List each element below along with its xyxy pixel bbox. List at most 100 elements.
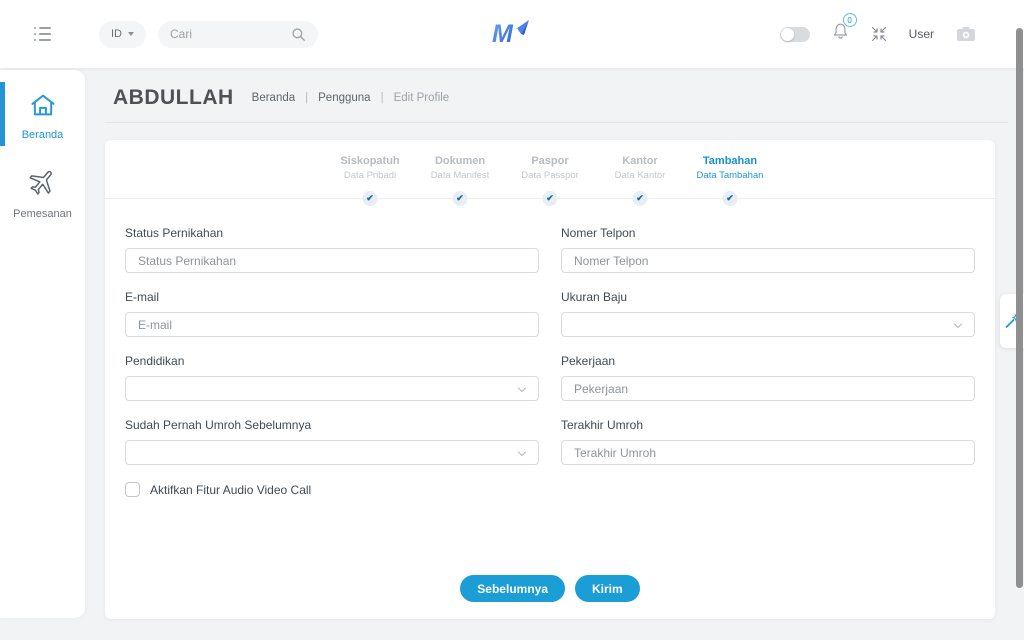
- checkbox-label: Aktifkan Fitur Audio Video Call: [150, 482, 312, 497]
- fullscreen-exit-icon[interactable]: [871, 26, 887, 42]
- main-content: ABDULLAH Beranda | Pengguna | Edit Profi…: [85, 68, 1024, 640]
- field-email: E-mail: [125, 290, 539, 337]
- field-pekerjaan: Pekerjaan: [561, 354, 975, 401]
- check-icon: ✔: [452, 191, 468, 206]
- chevron-down-icon: [953, 319, 963, 329]
- tab-subtitle: Data Pribadi: [343, 170, 397, 181]
- tab-title: Dokumen: [434, 155, 486, 167]
- language-label: ID: [111, 28, 122, 40]
- check-icon: ✔: [362, 191, 378, 206]
- field-label: Terakhir Umroh: [561, 418, 644, 432]
- field-label: Pekerjaan: [561, 354, 616, 368]
- user-menu[interactable]: User: [908, 27, 934, 41]
- language-dropdown[interactable]: ID: [99, 20, 146, 48]
- menu-line: [39, 27, 51, 29]
- topbar-actions: 0 User: [779, 13, 976, 46]
- sidebar-item-label: Beranda: [21, 129, 64, 141]
- topbar: ID M: [0, 0, 1024, 68]
- sidebar-item-pemesanan[interactable]: Pemesanan: [0, 141, 85, 220]
- audio-video-call-checkbox[interactable]: [125, 482, 140, 497]
- search-box[interactable]: [158, 20, 318, 48]
- field-ukuran-baju: Ukuran Baju: [561, 290, 975, 337]
- menu-icon[interactable]: [34, 27, 51, 41]
- search-input[interactable]: [170, 27, 291, 41]
- search-icon[interactable]: [291, 27, 306, 42]
- toggle-knob: [780, 27, 794, 41]
- sidebar: Beranda Pemesanan: [0, 70, 85, 618]
- breadcrumb-separator: |: [380, 92, 384, 104]
- tab-title: Tambahan: [702, 155, 758, 167]
- tab-subtitle: Data Passpor: [521, 170, 579, 181]
- home-icon: [31, 94, 54, 116]
- bell-icon: [833, 23, 847, 39]
- menu-dot: [34, 33, 36, 35]
- toggle-switch[interactable]: [779, 26, 810, 42]
- tab-subtitle: Data Manifest: [430, 170, 490, 181]
- active-indicator: [0, 82, 5, 146]
- check-icon: ✔: [722, 191, 738, 206]
- tab-siskopatuh[interactable]: Siskopatuh Data Pribadi ✔: [325, 155, 415, 206]
- tab-subtitle: Data Kantor: [614, 170, 666, 181]
- tab-dokumen[interactable]: Dokumen Data Manifest ✔: [415, 155, 505, 206]
- svg-text:M: M: [492, 20, 514, 48]
- page-header: ABDULLAH Beranda | Pengguna | Edit Profi…: [105, 68, 1008, 122]
- tab-tambahan[interactable]: Tambahan Data Tambahan ✔: [685, 155, 775, 206]
- nomer-telpon-input[interactable]: [561, 248, 975, 273]
- tab-paspor[interactable]: Paspor Data Passpor ✔: [505, 155, 595, 206]
- tab-subtitle: Data Tambahan: [696, 170, 764, 181]
- notifications-button[interactable]: 0: [832, 13, 857, 46]
- scrollbar[interactable]: [1016, 28, 1023, 588]
- field-label: Nomer Telpon: [561, 226, 636, 240]
- submit-button[interactable]: Kirim: [575, 575, 640, 602]
- sudah-pernah-umroh-select[interactable]: [125, 440, 539, 465]
- sidebar-item-label: Pemesanan: [13, 208, 72, 220]
- terakhir-umroh-input[interactable]: [561, 440, 975, 465]
- notification-badge: 0: [842, 13, 857, 27]
- menu-dot: [34, 27, 36, 29]
- stepper: Siskopatuh Data Pribadi ✔ Dokumen Data M…: [105, 140, 995, 206]
- tab-title: Kantor: [622, 155, 658, 167]
- menu-dot: [34, 39, 36, 41]
- chevron-down-icon: [517, 383, 527, 393]
- chevron-down-icon: [517, 447, 527, 457]
- field-status-pernikahan: Status Pernikahan: [125, 226, 539, 273]
- email-input[interactable]: [125, 312, 539, 337]
- page-title: ABDULLAH: [113, 86, 234, 109]
- field-label: Status Pernikahan: [125, 226, 224, 240]
- breadcrumb: Beranda | Pengguna | Edit Profile: [252, 92, 450, 104]
- edit-profile-form: Status Pernikahan Nomer Telpon E-mail Uk…: [105, 226, 995, 465]
- pendidikan-select[interactable]: [125, 376, 539, 401]
- plane-icon: [28, 170, 52, 195]
- audio-video-call-row: Aktifkan Fitur Audio Video Call: [105, 482, 995, 497]
- menu-line: [39, 33, 51, 35]
- logo: M: [491, 17, 533, 54]
- form-actions: Sebelumnya Kirim: [105, 575, 995, 602]
- tab-title: Paspor: [531, 155, 569, 167]
- check-icon: ✔: [632, 191, 648, 206]
- field-label: Pendidikan: [125, 354, 185, 368]
- previous-button[interactable]: Sebelumnya: [460, 575, 565, 602]
- header-divider: [105, 122, 1008, 123]
- field-sudah-pernah-umroh: Sudah Pernah Umroh Sebelumnya: [125, 418, 539, 465]
- sidebar-item-beranda[interactable]: Beranda: [0, 70, 85, 146]
- breadcrumb-item[interactable]: Beranda: [251, 92, 296, 104]
- breadcrumb-separator: |: [305, 92, 309, 104]
- check-icon: ✔: [542, 191, 558, 206]
- menu-line: [39, 39, 51, 41]
- ukuran-baju-select[interactable]: [561, 312, 975, 337]
- pekerjaan-input[interactable]: [561, 376, 975, 401]
- tab-title: Siskopatuh: [340, 155, 400, 167]
- field-label: Ukuran Baju: [561, 290, 628, 304]
- edit-profile-card: Siskopatuh Data Pribadi ✔ Dokumen Data M…: [105, 140, 995, 619]
- breadcrumb-item[interactable]: Pengguna: [318, 92, 371, 104]
- breadcrumb-current: Edit Profile: [393, 92, 450, 104]
- field-label: E-mail: [125, 290, 160, 304]
- field-pendidikan: Pendidikan: [125, 354, 539, 401]
- chevron-down-icon: [128, 32, 134, 36]
- field-terakhir-umroh: Terakhir Umroh: [561, 418, 975, 465]
- tab-kantor[interactable]: Kantor Data Kantor ✔: [595, 155, 685, 206]
- camera-icon[interactable]: [956, 26, 976, 42]
- status-pernikahan-input[interactable]: [125, 248, 539, 273]
- field-nomer-telpon: Nomer Telpon: [561, 226, 975, 273]
- field-label: Sudah Pernah Umroh Sebelumnya: [125, 418, 312, 432]
